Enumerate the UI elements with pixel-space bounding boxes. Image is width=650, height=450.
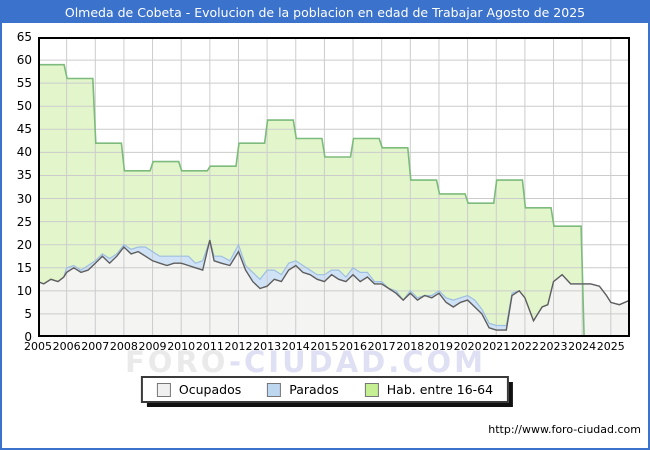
x-axis-tick-label: 2005 [24,340,52,353]
y-axis-tick-label: 45 [16,122,32,137]
watermark: FORO-CIUDAD.COM [125,345,486,379]
x-axis-tick-label: 2006 [52,340,81,353]
plot-area [38,37,630,337]
y-axis-tick-label: 65 [16,30,32,44]
y-axis-tick-label: 30 [16,191,32,206]
parados-color-swatch-icon [267,382,282,397]
hab-16-64-color-swatch-icon [364,382,379,397]
footer-url: http://www.foro-ciudad.com [488,423,641,436]
y-axis-tick-label: 10 [16,283,32,298]
y-axis-tick-label: 20 [16,237,32,252]
ocupados-color-swatch-icon [156,382,171,397]
chart-title: Olmeda de Cobeta - Evolucion de la pobla… [2,2,648,23]
legend-label-parados: Parados [289,382,339,397]
x-axis-tick-label: 2016 [339,340,368,353]
x-axis-tick-label: 2008 [109,340,138,353]
x-axis-tick-label: 2024 [568,340,597,353]
x-axis-tick-label: 2021 [482,340,511,353]
x-axis-tick-label: 2017 [367,340,396,353]
legend-label-hab-16-64: Hab. entre 16-64 [386,382,494,397]
x-axis-tick-label: 2020 [453,340,482,353]
legend-label-ocupados: Ocupados [178,382,242,397]
y-axis-tick-label: 0 [24,330,32,344]
x-axis-tick-label: 2019 [424,340,453,353]
y-axis-tick-label: 40 [16,145,32,160]
legend: Ocupados Parados Hab. entre 16-64 [140,376,510,403]
x-axis-tick-label: 2013 [253,340,282,353]
y-axis-tick-label: 25 [16,214,32,229]
x-axis-tick-label: 2018 [396,340,425,353]
legend-item-hab-16-64: Hab. entre 16-64 [364,382,494,397]
x-axis-tick-label: 2022 [510,340,539,353]
x-axis-tick-label: 2012 [224,340,253,353]
legend-item-ocupados: Ocupados [156,382,242,397]
y-axis-tick-label: 60 [16,53,32,68]
y-axis-tick-label: 5 [24,306,32,321]
y-axis-tick-label: 35 [16,168,32,183]
watermark-text-2: -CIUDAD.COM [228,345,487,379]
x-axis-tick-label: 2009 [138,340,167,353]
x-axis-tick-label: 2007 [81,340,110,353]
x-axis-tick-label: 2025 [596,340,625,353]
x-axis-tick-label: 2011 [195,340,224,353]
x-axis-tick-label: 2023 [539,340,568,353]
y-axis-tick-label: 55 [16,76,32,91]
x-axis-tick-label: 2014 [281,340,310,353]
watermark-text-1: FORO [125,345,229,379]
x-axis-tick-label: 2010 [167,340,196,353]
y-axis-tick-label: 50 [16,99,32,114]
x-axis-tick-label: 2015 [310,340,339,353]
y-axis-tick-label: 15 [16,260,32,275]
legend-item-parados: Parados [267,382,339,397]
